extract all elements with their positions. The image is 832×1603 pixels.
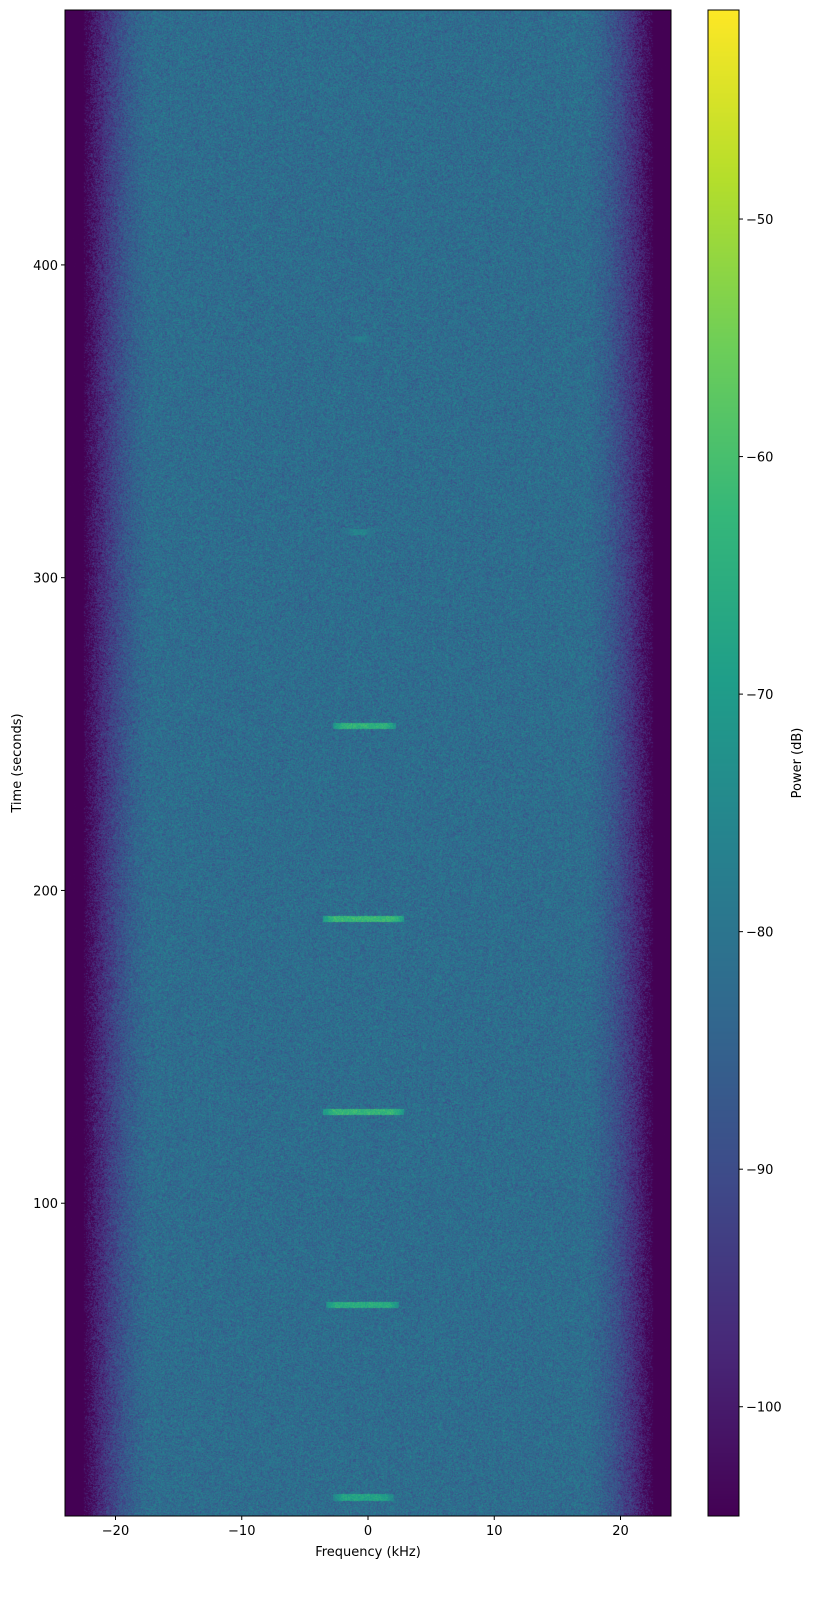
colorbar-tick-label: −70 [746, 688, 773, 703]
y-tick-label: 100 [33, 1197, 58, 1212]
colorbar-tick-label: −90 [746, 1163, 773, 1178]
x-tick-label: −20 [102, 1524, 129, 1539]
plot-frame [64, 9, 672, 1517]
x-tick-label: −10 [228, 1524, 255, 1539]
y-tick-label: 400 [33, 259, 58, 274]
x-tick-label: 0 [364, 1524, 372, 1539]
colorbar-label: Power (dB) [790, 728, 805, 799]
x-axis-label: Frequency (kHz) [315, 1545, 421, 1560]
colorbar-tick-label: −60 [746, 451, 773, 466]
x-tick-label: 20 [612, 1524, 629, 1539]
x-tick-label: 10 [486, 1524, 503, 1539]
colorbar-frame [707, 9, 740, 1517]
y-axis: 100 200 300 400 [33, 259, 65, 1212]
y-tick-label: 200 [33, 884, 58, 899]
colorbar-gradient [708, 10, 739, 1516]
colorbar-tick-label: −100 [746, 1401, 782, 1416]
colorbar-tick-label: −50 [746, 213, 773, 228]
colorbar-axis: −100 −90 −80 −70 −60 −50 [739, 213, 782, 1416]
y-tick-label: 300 [33, 572, 58, 587]
spectrogram-heatmap [65, 10, 671, 1516]
colorbar-tick-label: −80 [746, 926, 773, 941]
x-axis: −20 −10 0 10 20 [102, 1516, 629, 1539]
y-axis-label: Time (seconds) [10, 713, 25, 813]
